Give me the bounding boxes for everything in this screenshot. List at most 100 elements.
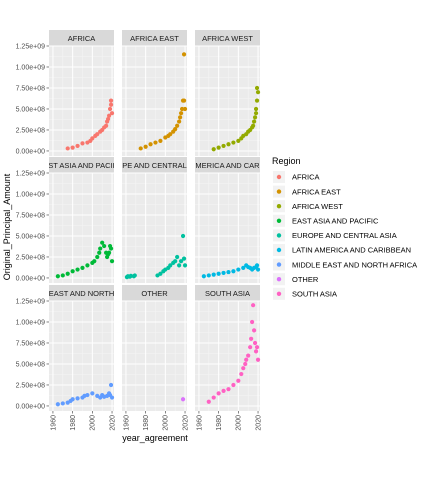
- panel-background: [195, 301, 260, 411]
- data-point: [221, 270, 226, 276]
- data-point: [100, 240, 105, 245]
- data-point: [109, 259, 115, 264]
- data-point: [109, 111, 115, 116]
- facet-strip: [122, 157, 187, 173]
- facet-middle-east-and-north-africa: EAST AND NORTH: [49, 285, 115, 411]
- data-point: [180, 233, 186, 239]
- y-tick-label: 0.00e+00: [16, 403, 45, 410]
- facet-strip: [49, 30, 114, 46]
- legend-title: Region: [272, 156, 301, 166]
- x-axis-title: year_agreement: [122, 433, 188, 443]
- legend-key-point: [276, 204, 282, 209]
- x-tick-label: 2020: [109, 415, 116, 431]
- data-point: [251, 328, 257, 333]
- data-point: [158, 138, 163, 143]
- x-tick-label: 1980: [143, 415, 150, 431]
- data-point: [108, 246, 114, 251]
- legend-label: AFRICA WEST: [292, 202, 343, 211]
- legend-label: AFRICA: [292, 173, 320, 182]
- data-point: [254, 98, 260, 103]
- panel-background: [122, 46, 187, 156]
- facet-strip-label: OTHER: [141, 289, 168, 298]
- data-point: [70, 269, 75, 274]
- legend-key-point: [276, 189, 282, 194]
- data-point: [173, 127, 178, 132]
- legend-item: EUROPE AND CENTRAL ASIA: [273, 229, 397, 242]
- legend-key-point: [276, 247, 282, 253]
- data-point: [221, 388, 226, 393]
- data-point: [236, 138, 241, 143]
- facet-strip-label: MERICA AND CAR: [195, 161, 260, 170]
- data-point: [206, 399, 211, 404]
- facet-strip: [49, 157, 114, 173]
- data-point: [90, 136, 95, 141]
- data-point: [254, 263, 260, 268]
- x-tick-label: 1980: [216, 415, 223, 431]
- data-point: [107, 106, 113, 112]
- facet-strip-label: PE AND CENTRAL: [122, 161, 187, 170]
- data-point: [60, 273, 65, 278]
- data-point: [211, 147, 216, 152]
- facet-strip-label: EAST AND NORTH: [49, 289, 115, 298]
- legend-label: MIDDLE EAST AND NORTH AFRICA: [292, 260, 417, 269]
- x-tick-label: 2020: [182, 415, 189, 431]
- x-tick-label: 1980: [70, 415, 77, 431]
- data-point: [80, 141, 85, 146]
- facet-other: OTHER: [122, 285, 187, 411]
- data-point: [244, 357, 249, 362]
- legend-item: EAST ASIA AND PACIFIC: [273, 214, 379, 227]
- data-point: [60, 401, 65, 406]
- facet-strip-label: AFRICA WEST: [202, 34, 253, 43]
- data-point: [175, 123, 180, 128]
- panel-background: [49, 173, 114, 283]
- data-point: [55, 274, 60, 279]
- panel-background: [49, 46, 114, 156]
- data-point: [153, 140, 158, 145]
- data-point: [226, 142, 231, 147]
- legend-label: SOUTH ASIA: [292, 290, 337, 299]
- legend-items: AFRICA AFRICA EAST AFRICA WEST EAST ASIA AN…: [273, 171, 417, 300]
- data-point: [248, 345, 253, 350]
- y-tick-label: 1.00e+09: [16, 319, 45, 326]
- y-tick-label: 7.50e+08: [16, 85, 45, 92]
- panel-background: [195, 173, 260, 283]
- legend-item: AFRICA: [273, 171, 320, 183]
- legend-item: MIDDLE EAST AND NORTH AFRICA: [273, 258, 417, 271]
- panel-background: [195, 46, 260, 156]
- axes: 0.00e+00 2.50e+08 5.00e+08 7.50e+08 1.00e+09…: [16, 43, 263, 430]
- data-point: [246, 353, 251, 358]
- data-point: [216, 145, 221, 150]
- facet-strip-label: ST ASIA AND PACII: [48, 161, 114, 170]
- facet-strip: [195, 157, 260, 173]
- data-point: [104, 123, 109, 128]
- facet-africa-east: AFRICA EAST: [122, 30, 188, 156]
- data-point: [178, 115, 183, 120]
- legend-key-point: [276, 277, 282, 282]
- data-point: [178, 111, 184, 116]
- data-point: [106, 250, 112, 255]
- data-point: [182, 106, 188, 112]
- facet-latin-america-and-caribbean: MERICA AND CAR: [195, 157, 261, 283]
- y-tick-label: 1.00e+09: [16, 191, 45, 198]
- data-point: [236, 378, 241, 383]
- data-point: [80, 265, 85, 270]
- data-point: [255, 90, 261, 95]
- data-point: [85, 392, 90, 398]
- data-point: [168, 132, 173, 137]
- facet-strip: [122, 30, 187, 46]
- data-point: [239, 371, 244, 377]
- data-point: [177, 119, 182, 124]
- data-point: [106, 113, 112, 118]
- data-point: [65, 271, 70, 276]
- legend-label: EAST ASIA AND PACIFIC: [292, 217, 379, 226]
- x-tick-label: 2000: [90, 415, 97, 431]
- data-point: [226, 387, 231, 392]
- data-point: [90, 391, 95, 396]
- data-point: [95, 254, 100, 260]
- y-tick-label: 5.00e+08: [16, 106, 45, 113]
- facet-strip-label: SOUTH ASIA: [205, 289, 250, 298]
- data-point: [253, 106, 259, 112]
- data-point: [65, 146, 70, 151]
- facet-strip: [195, 30, 260, 46]
